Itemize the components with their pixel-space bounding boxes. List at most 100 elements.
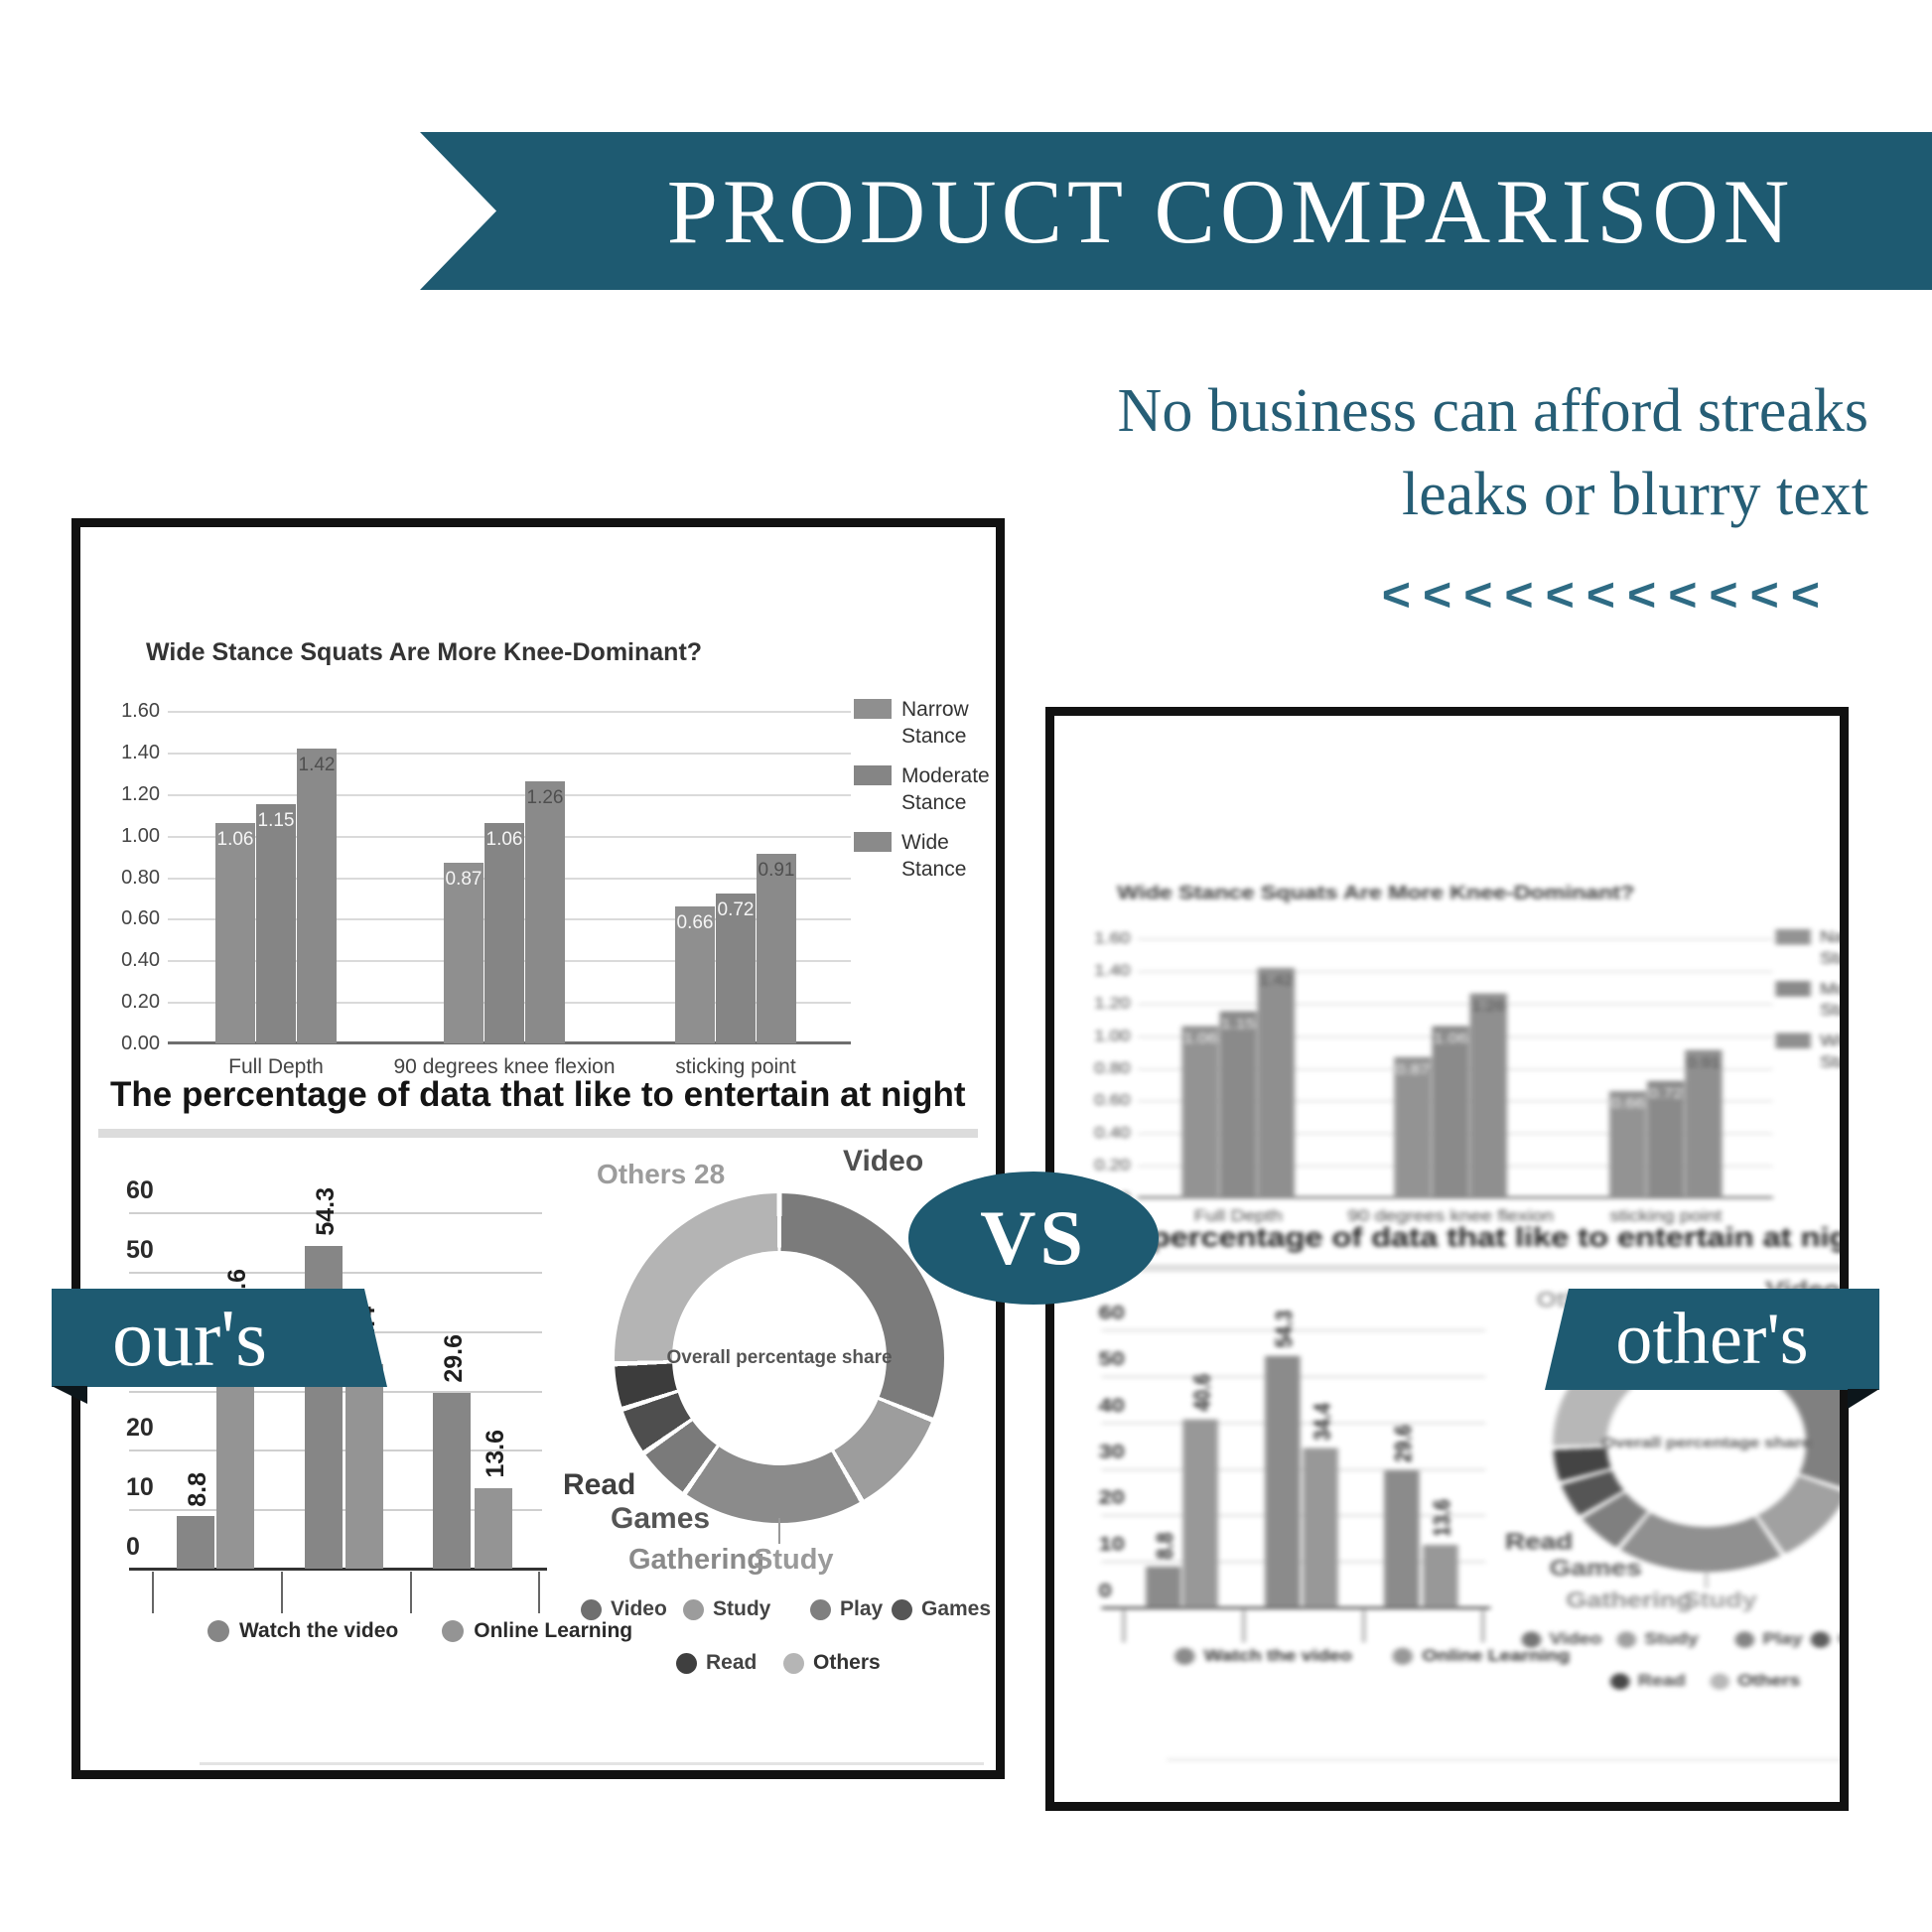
sharp-document: Wide Stance Squats Are More Knee-Dominan… — [80, 527, 996, 1770]
bar — [215, 823, 255, 1043]
grid-line — [168, 752, 851, 755]
donut-callout-others: Others 28 — [597, 1159, 726, 1189]
bar-value-label: 0.66 — [1610, 1095, 1645, 1112]
legend-item: Wide Stance — [1775, 1031, 1840, 1072]
donut-tick — [778, 1518, 780, 1544]
bar — [1219, 1011, 1257, 1198]
bar — [1647, 1081, 1685, 1198]
legend-label: Watch the video — [1203, 1647, 1352, 1665]
legend-item: Online Learning — [1392, 1647, 1570, 1666]
legend-item: Watch the video — [207, 1619, 398, 1643]
y-tick-label: 20 — [1098, 1486, 1125, 1509]
legend-item: Study — [683, 1597, 770, 1621]
legend-item: Play — [810, 1597, 883, 1621]
legend-label: Others — [1737, 1671, 1801, 1690]
y-tick-label: 0.60 — [121, 907, 160, 930]
legend-item: Play — [1734, 1630, 1803, 1649]
y-tick-label: 0.40 — [121, 949, 160, 972]
bar-value-label: 0.72 — [1648, 1085, 1683, 1103]
bar — [1257, 967, 1295, 1198]
legend-label: Play — [840, 1597, 884, 1620]
donut-callout-read: Read — [563, 1468, 636, 1501]
donut-callout-study: Study — [754, 1544, 834, 1576]
donut-center: Overall percentage share — [666, 1251, 893, 1465]
legend-item: Watch the video — [1174, 1647, 1352, 1666]
others-label: other's — [1615, 1298, 1809, 1380]
legend-item: Video — [1521, 1630, 1601, 1649]
bar-value-label: 8.8 — [1152, 1532, 1178, 1560]
legend-swatch — [854, 765, 892, 785]
grid-line — [1101, 1422, 1486, 1425]
bar — [484, 823, 524, 1043]
donut-callout-video: Video — [843, 1145, 924, 1177]
legend-swatch — [1616, 1631, 1637, 1648]
x-category-label: sticking point — [1609, 1206, 1723, 1225]
bar — [1182, 1419, 1218, 1608]
legend-swatch — [1610, 1673, 1630, 1690]
bar — [1384, 1470, 1420, 1608]
donut-tick — [1705, 1568, 1708, 1588]
legend-item: Read — [676, 1651, 757, 1675]
legend-label: Read — [706, 1651, 758, 1674]
bar-value-label: 54.3 — [312, 1187, 340, 1237]
y-tick-label: 10 — [1098, 1533, 1125, 1556]
legend-swatch — [1775, 928, 1811, 945]
page-footline — [200, 1762, 984, 1765]
others-panel: Wide Stance Squats Are More Knee-Dominan… — [1045, 707, 1849, 1811]
bar-value-label: 0.66 — [676, 911, 714, 933]
bar — [675, 905, 715, 1043]
y-tick-label: 60 — [1098, 1302, 1125, 1323]
legend-label: Wide Stance — [901, 831, 967, 881]
x-axis-tick — [281, 1572, 283, 1613]
y-tick-label: 50 — [1098, 1347, 1125, 1370]
y-tick-label: 1.60 — [1094, 929, 1131, 947]
bar — [1303, 1448, 1338, 1608]
grid-line — [1137, 1003, 1773, 1006]
bar-value-label: 40.6 — [1188, 1373, 1215, 1412]
x-axis-tick — [410, 1572, 412, 1613]
legend-label: Video — [611, 1597, 667, 1620]
legend-swatch — [676, 1652, 697, 1674]
x-category-label: Full Depth — [1193, 1206, 1283, 1225]
donut-callout-study: Study — [1682, 1587, 1757, 1613]
vs-badge: VS — [908, 1172, 1159, 1305]
blurred-document: Wide Stance Squats Are More Knee-Dominan… — [1056, 795, 1849, 1765]
legend-swatch — [581, 1598, 602, 1620]
grid-line — [1101, 1468, 1486, 1470]
x-category-label: 90 degrees knee flexion — [1347, 1206, 1554, 1225]
legend-label: Others — [813, 1651, 881, 1674]
legend-swatch — [892, 1598, 912, 1620]
bar-value-label: 1.42 — [1259, 972, 1294, 989]
bar — [433, 1392, 471, 1569]
bar — [716, 894, 756, 1043]
legend-item: Others — [1710, 1672, 1800, 1691]
donut-center-label: Overall percentage share — [666, 1347, 893, 1368]
legend-swatch — [1174, 1647, 1195, 1665]
donut-chart: Overall percentage share Others 28 Video R… — [527, 1123, 996, 1699]
legend-swatch — [810, 1598, 831, 1620]
bar — [444, 862, 483, 1043]
bar — [1685, 1049, 1723, 1198]
grid-line — [168, 711, 851, 713]
bar-value-label: 29.6 — [1390, 1425, 1417, 1463]
y-tick-label: 1.40 — [1094, 962, 1131, 980]
bar-value-label: 0.91 — [1686, 1054, 1722, 1072]
legend-swatch — [442, 1620, 465, 1642]
donut-callout-games: Games — [1549, 1555, 1642, 1582]
y-tick-label: 0.00 — [121, 1033, 160, 1054]
grid-line — [1101, 1561, 1486, 1564]
bar — [757, 854, 796, 1043]
legend-label: Study — [713, 1597, 771, 1620]
entertain-legend: Watch the video Online Learning — [1174, 1647, 1570, 1666]
legend-swatch — [683, 1598, 704, 1620]
legend-label: Watch the video — [239, 1619, 399, 1642]
bar — [1265, 1355, 1301, 1608]
section-divider — [1072, 1264, 1840, 1272]
bar — [177, 1516, 214, 1569]
bar-value-label: 1.06 — [1433, 1031, 1468, 1047]
bar-value-label: 1.26 — [526, 787, 564, 809]
